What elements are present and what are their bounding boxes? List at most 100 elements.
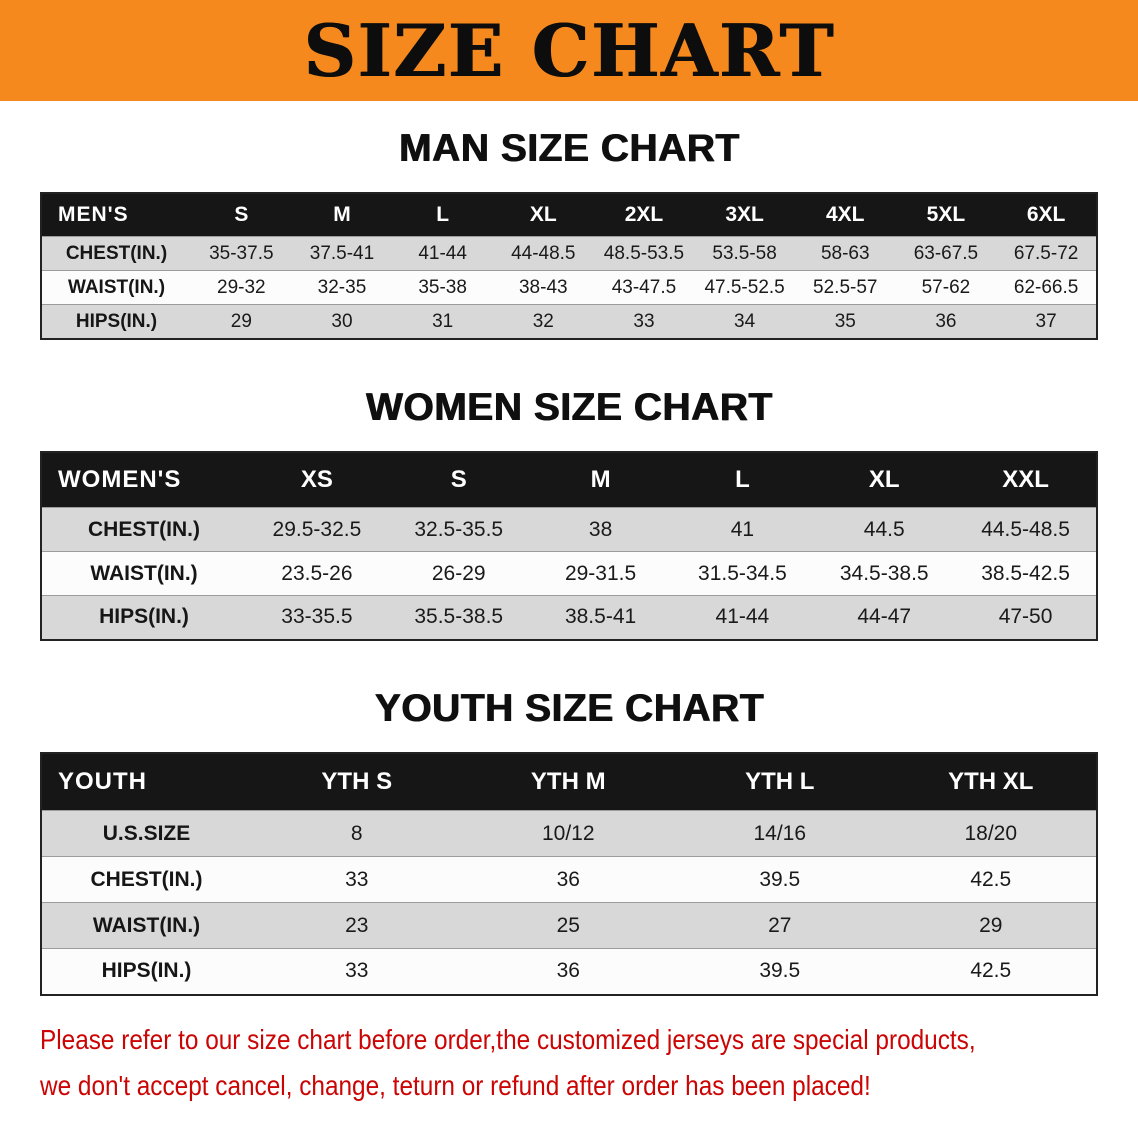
size-column-header: L: [392, 192, 493, 237]
table-row: CHEST(IN.) 35-37.5 37.5-41 41-44 44-48.5 48.5…: [41, 236, 1097, 271]
footer-notice: Please refer to our size chart before or…: [40, 1024, 1138, 1102]
size-value-cell: 38: [529, 507, 672, 552]
size-column-header: XL: [492, 192, 594, 237]
size-column-header: YTH XL: [885, 752, 1097, 811]
row-label: CHEST(IN.): [41, 856, 251, 903]
size-value-cell: 42.5: [885, 856, 1097, 903]
size-value-cell: 36: [462, 948, 674, 995]
size-value-cell: 33: [251, 856, 463, 903]
size-value-cell: 35: [794, 304, 896, 339]
size-value-cell: 32-35: [291, 270, 393, 305]
mens-table-title: MEN'S: [41, 192, 191, 237]
size-column-header: M: [529, 451, 672, 508]
size-value-cell: 58-63: [794, 236, 896, 271]
womens-table-title: WOMEN'S: [41, 451, 246, 508]
size-value-cell: 44.5-48.5: [955, 507, 1097, 552]
table-row: HIPS(IN.) 33-35.5 35.5-38.5 38.5-41 41-44 44-…: [41, 595, 1097, 640]
size-column-header: 5XL: [895, 192, 997, 237]
row-label: HIPS(IN.): [41, 948, 251, 995]
table-row: WAIST(IN.) 29-32 32-35 35-38 38-43 43-47.5 47.…: [41, 270, 1097, 305]
row-label: CHEST(IN.): [41, 236, 191, 271]
size-value-cell: 29-31.5: [529, 551, 672, 596]
size-value-cell: 29: [191, 304, 292, 339]
mens-size-section: MAN SIZE CHART MEN'S S M L XL 2XL 3XL 4XL 5XL 6XL C…: [0, 127, 1138, 340]
size-value-cell: 47.5-52.5: [694, 270, 795, 305]
size-value-cell: 35-38: [392, 270, 493, 305]
size-value-cell: 31.5-34.5: [671, 551, 814, 596]
size-column-header: 4XL: [794, 192, 896, 237]
size-value-cell: 26-29: [387, 551, 530, 596]
size-value-cell: 42.5: [885, 948, 1097, 995]
size-value-cell: 47-50: [955, 595, 1097, 640]
size-value-cell: 30: [291, 304, 393, 339]
mens-section-heading: MAN SIZE CHART: [398, 127, 740, 170]
size-column-header: 3XL: [694, 192, 795, 237]
row-label: HIPS(IN.): [41, 304, 191, 339]
size-value-cell: 32: [492, 304, 594, 339]
size-value-cell: 41: [671, 507, 814, 552]
size-value-cell: 33-35.5: [246, 595, 388, 640]
table-row: WAIST(IN.) 23 25 27 29: [41, 902, 1097, 949]
size-value-cell: 35.5-38.5: [387, 595, 530, 640]
size-value-cell: 34.5-38.5: [813, 551, 956, 596]
size-column-header: XXL: [955, 451, 1097, 508]
banner: SIZE CHART: [0, 0, 1138, 101]
size-value-cell: 44.5: [813, 507, 956, 552]
size-column-header: XL: [813, 451, 956, 508]
size-column-header: 2XL: [593, 192, 695, 237]
size-value-cell: 36: [462, 856, 674, 903]
youth-size-section: YOUTH SIZE CHART YOUTH YTH S YTH M YTH L YTH …: [0, 687, 1138, 996]
size-value-cell: 33: [593, 304, 695, 339]
size-value-cell: 37.5-41: [291, 236, 393, 271]
notice-line-1: Please refer to our size chart before or…: [40, 1023, 976, 1055]
table-row: CHEST(IN.) 29.5-32.5 32.5-35.5 38 41 44.5 44.5…: [41, 507, 1097, 552]
table-row: HIPS(IN.) 33 36 39.5 42.5: [41, 948, 1097, 995]
size-value-cell: 38-43: [492, 270, 594, 305]
mens-size-table: MEN'S S M L XL 2XL 3XL 4XL 5XL 6XL CHEST(IN.) 35-37…: [40, 191, 1098, 340]
size-value-cell: 29.5-32.5: [246, 507, 388, 552]
size-column-header: L: [671, 451, 814, 508]
size-value-cell: 29-32: [191, 270, 292, 305]
size-chart-page: SIZE CHART MAN SIZE CHART MEN'S S M L XL 2XL 3X…: [0, 0, 1138, 1102]
size-value-cell: 67.5-72: [996, 236, 1097, 271]
table-row: U.S.SIZE 8 10/12 14/16 18/20: [41, 810, 1097, 857]
size-value-cell: 48.5-53.5: [593, 236, 695, 271]
size-value-cell: 53.5-58: [694, 236, 795, 271]
mens-header-row: MEN'S S M L XL 2XL 3XL 4XL 5XL 6XL: [41, 192, 1097, 237]
notice-line-2: we don't accept cancel, change, teturn o…: [40, 1069, 871, 1101]
youth-header-row: YOUTH YTH S YTH M YTH L YTH XL: [41, 752, 1097, 811]
size-value-cell: 10/12: [462, 810, 674, 857]
size-value-cell: 44-48.5: [492, 236, 594, 271]
row-label: WAIST(IN.): [41, 551, 246, 596]
size-column-header: YTH S: [251, 752, 463, 811]
size-value-cell: 31: [392, 304, 493, 339]
womens-header-row: WOMEN'S XS S M L XL XXL: [41, 451, 1097, 508]
size-value-cell: 62-66.5: [996, 270, 1097, 305]
size-column-header: XS: [246, 451, 388, 508]
size-value-cell: 37: [996, 304, 1097, 339]
size-value-cell: 52.5-57: [794, 270, 896, 305]
size-column-header: YTH M: [462, 752, 674, 811]
size-value-cell: 36: [895, 304, 997, 339]
size-value-cell: 14/16: [674, 810, 886, 857]
row-label: WAIST(IN.): [41, 270, 191, 305]
size-value-cell: 38.5-42.5: [955, 551, 1097, 596]
table-row: CHEST(IN.) 33 36 39.5 42.5: [41, 856, 1097, 903]
womens-size-section: WOMEN SIZE CHART WOMEN'S XS S M L XL XXL CHEST(I…: [0, 386, 1138, 641]
size-value-cell: 23.5-26: [246, 551, 388, 596]
size-value-cell: 34: [694, 304, 795, 339]
youth-section-heading: YOUTH SIZE CHART: [374, 686, 764, 730]
size-value-cell: 57-62: [895, 270, 997, 305]
size-value-cell: 8: [251, 810, 463, 857]
row-label: CHEST(IN.): [41, 507, 246, 552]
size-value-cell: 33: [251, 948, 463, 995]
size-value-cell: 63-67.5: [895, 236, 997, 271]
size-value-cell: 41-44: [671, 595, 814, 640]
youth-size-table: YOUTH YTH S YTH M YTH L YTH XL U.S.SIZE 8 10/12…: [40, 751, 1098, 996]
size-column-header: 6XL: [996, 192, 1097, 237]
size-value-cell: 29: [885, 902, 1097, 949]
size-value-cell: 18/20: [885, 810, 1097, 857]
size-value-cell: 41-44: [392, 236, 493, 271]
size-value-cell: 44-47: [813, 595, 956, 640]
size-column-header: S: [387, 451, 530, 508]
